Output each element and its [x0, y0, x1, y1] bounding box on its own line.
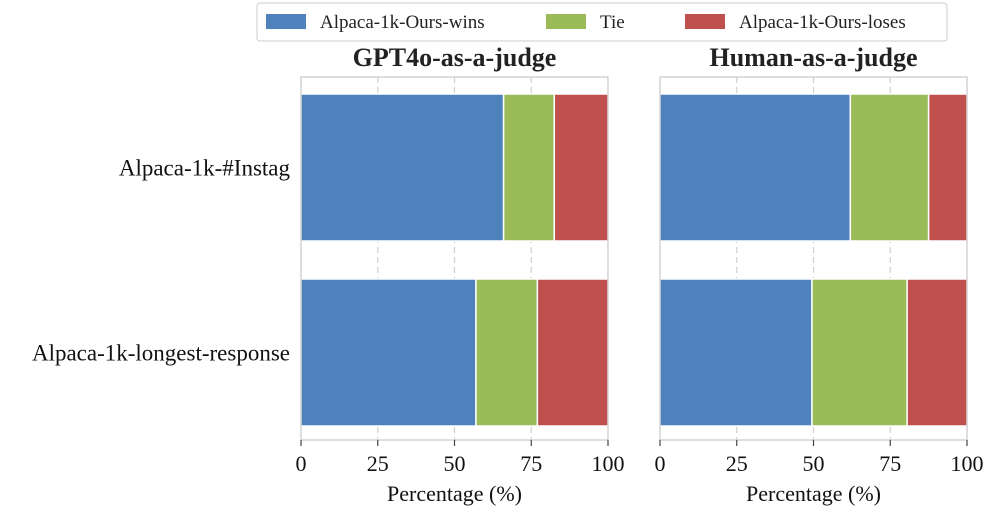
x-tick-label: 0: [296, 451, 307, 476]
legend-swatch-alpaca-1k-ours-wins: [266, 14, 306, 29]
x-tick-label: 100: [592, 451, 625, 476]
x-tick-label: 100: [951, 451, 984, 476]
x-tick-label: 75: [879, 451, 901, 476]
x-tick-label: 25: [367, 451, 389, 476]
bar-alpaca-1k-ours-wins-alpaca-1k-longest-response: [300, 278, 477, 427]
bar-tie-alpaca-1k-longest-response: [475, 278, 539, 427]
legend-swatch-alpaca-1k-ours-loses: [685, 14, 725, 29]
panel-gpt4o: 0 25 50 75 100 GPT4o-as-a-judge Percentage (%): [296, 43, 625, 506]
bar-tie-alpaca-1k-instag: [849, 93, 930, 242]
panel-title: GPT4o-as-a-judge: [353, 43, 557, 72]
x-tick-label: 50: [803, 451, 825, 476]
bar-tie-alpaca-1k-instag: [502, 93, 556, 242]
x-tick-label: 0: [655, 451, 666, 476]
legend-label-alpaca-1k-ours-wins: Alpaca-1k-Ours-wins: [320, 12, 485, 33]
legend-label-tie: Tie: [600, 12, 625, 33]
x-tick-label: 50: [444, 451, 466, 476]
category-label-alpaca-1k-longest-response: Alpaca-1k-longest-response: [32, 341, 290, 366]
bar-alpaca-1k-ours-wins-alpaca-1k-instag: [659, 93, 852, 242]
bar-tie-alpaca-1k-longest-response: [811, 278, 908, 427]
x-axis-label: Percentage (%): [387, 481, 522, 506]
x-tick-label: 25: [726, 451, 748, 476]
bar-alpaca-1k-ours-wins-alpaca-1k-longest-response: [659, 278, 813, 427]
panel-title: Human-as-a-judge: [709, 43, 917, 72]
legend: Alpaca-1k-Ours-wins Tie Alpaca-1k-Ours-los…: [256, 2, 948, 42]
legend-swatch-tie: [546, 14, 586, 29]
panel-human: 0 25 50 75 100 Human-as-a-judge Percentage (%): [655, 43, 984, 506]
category-label-alpaca-1k-instag: Alpaca-1k-#Instag: [119, 156, 291, 181]
bar-alpaca-1k-ours-loses-alpaca-1k-longest-response: [536, 278, 609, 427]
bar-alpaca-1k-ours-loses-alpaca-1k-instag: [553, 93, 609, 242]
x-tick-label: 75: [520, 451, 542, 476]
legend-frame: [256, 2, 948, 42]
bar-alpaca-1k-ours-loses-alpaca-1k-longest-response: [906, 278, 968, 427]
bar-alpaca-1k-ours-loses-alpaca-1k-instag: [927, 93, 968, 242]
legend-label-alpaca-1k-ours-loses: Alpaca-1k-Ours-loses: [739, 12, 906, 33]
bar-alpaca-1k-ours-wins-alpaca-1k-instag: [300, 93, 505, 242]
category-labels: Alpaca-1k-#Instag Alpaca-1k-longest-respo…: [32, 156, 291, 366]
x-axis-label: Percentage (%): [746, 481, 881, 506]
